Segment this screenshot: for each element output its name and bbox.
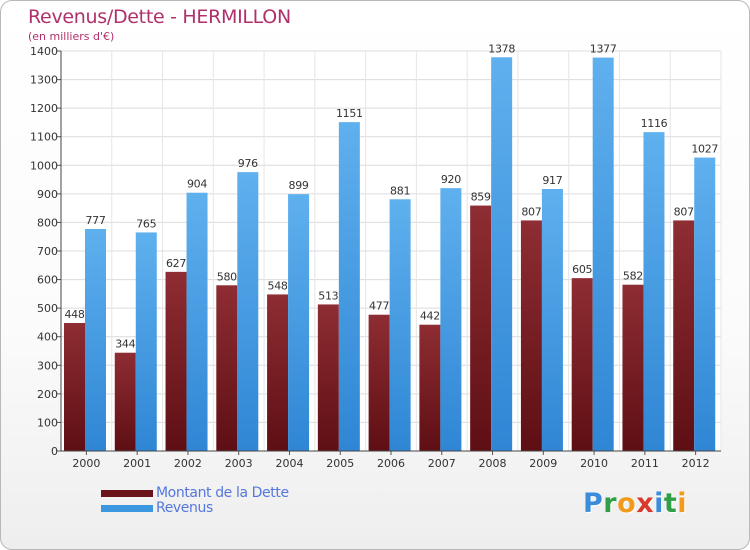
y-tick-label-300: 300 [37,359,58,372]
x-tick-label-2007: 2007 [428,457,456,470]
logo-letter: t [663,488,678,519]
bar-dette-2008 [470,205,492,451]
data-label-revenus-2000: 777 [85,214,105,227]
data-label-dette-2011: 582 [623,270,643,283]
bar-dette-2010 [571,278,593,451]
x-tick-label-2005: 2005 [326,457,354,470]
logo-letter: x [636,488,655,519]
bar-revenus-2000 [85,229,106,451]
x-tick-label-2003: 2003 [225,457,253,470]
axis-layer: 0 100 200 300 400 500 600 700 800 900 1000 1100 1200… [30,45,721,470]
data-label-dette-2002: 627 [166,257,186,270]
y-tick-label-600: 600 [37,274,58,287]
data-label-dette-2005: 513 [318,289,338,302]
x-tick-label-2011: 2011 [631,457,659,470]
bars-layer [64,57,716,452]
data-label-revenus-2002: 904 [187,178,207,191]
data-label-revenus-2009: 917 [542,174,562,187]
logo-letter: P [583,488,604,519]
data-label-revenus-2011: 1116 [641,117,668,130]
x-tick-label-2001: 2001 [123,457,151,470]
data-label-dette-2004: 548 [268,279,288,292]
legend-swatch-dette [101,490,153,497]
y-tick-label-1000: 1000 [30,159,58,172]
x-tick-label-2009: 2009 [529,457,557,470]
bar-dette-2009 [520,220,542,451]
logo-letter: i [654,488,664,519]
y-tick-label-1300: 1300 [30,74,58,87]
logo-letter: i [677,488,688,519]
x-tick-label-2000: 2000 [72,457,100,470]
bar-revenus-2010 [592,57,614,451]
proxiti-logo: Proxiti [583,488,687,519]
bar-revenus-2006 [389,199,411,451]
data-label-dette-2007: 442 [420,310,440,323]
data-label-dette-2009: 807 [521,205,541,218]
bar-dette-2012 [673,220,695,451]
data-label-revenus-2010: 1377 [590,43,617,56]
bar-revenus-2011 [643,132,665,451]
y-tick-label-1200: 1200 [30,102,58,115]
bar-revenus-2008 [491,57,513,452]
bar-revenus-2009 [541,189,563,451]
x-tick-label-2008: 2008 [479,457,507,470]
bar-dette-2001 [114,352,136,451]
y-tick-label-800: 800 [37,216,58,229]
logo-letter: o [617,488,637,519]
bar-dette-2002 [165,271,187,451]
logo-letter: r [603,488,618,519]
x-tick-label-2010: 2010 [580,457,608,470]
data-label-revenus-2008: 1378 [488,42,515,55]
bar-dette-2005 [317,304,339,451]
y-tick-label-1400: 1400 [30,45,58,58]
data-label-revenus-2005: 1151 [336,107,363,120]
y-tick-label-900: 900 [37,188,58,201]
data-label-revenus-2001: 765 [136,217,156,230]
bar-dette-2006 [368,314,390,451]
data-label-revenus-2007: 920 [441,173,461,186]
bar-revenus-2012 [694,157,716,452]
y-tick-label-100: 100 [37,416,58,429]
bar-revenus-2007 [440,188,462,451]
data-label-dette-2006: 477 [369,300,389,313]
bar-revenus-2002 [186,192,208,451]
y-tick-label-200: 200 [37,388,58,401]
labels-layer: 448 777 344 765 627 904 580 976 548 899 513 1151 477… [64,42,718,350]
data-label-dette-2012: 807 [674,205,694,218]
bar-dette-2004 [267,294,289,451]
data-label-dette-2003: 580 [217,270,237,283]
x-tick-label-2004: 2004 [275,457,303,470]
data-label-dette-2001: 344 [115,338,135,351]
data-label-revenus-2003: 976 [238,157,258,170]
y-tick-label-1100: 1100 [30,131,58,144]
bar-dette-2003 [216,285,238,451]
y-tick-label-700: 700 [37,245,58,258]
data-label-dette-2008: 859 [471,191,491,204]
x-tick-label-2006: 2006 [377,457,405,470]
bar-revenus-2005 [338,122,360,452]
y-tick-label-0: 0 [51,445,58,458]
bar-dette-2000 [64,323,85,451]
chart-subtitle: (en milliers d'€) [28,30,115,43]
x-tick-label-2012: 2012 [682,457,710,470]
data-label-dette-2010: 605 [572,263,592,276]
data-label-revenus-2004: 899 [289,179,309,192]
data-label-revenus-2012: 1027 [691,143,718,156]
y-tick-label-500: 500 [37,302,58,315]
legend-swatch-revenus [101,505,153,512]
data-label-revenus-2006: 881 [390,184,410,197]
chart-title: Revenus/Dette - HERMILLON [28,6,291,28]
data-label-dette-2000: 448 [64,308,84,321]
bar-revenus-2001 [135,232,157,451]
bar-revenus-2003 [237,172,259,451]
legend-label-dette: Montant de la Dette [156,485,289,501]
bar-revenus-2004 [288,194,310,451]
y-tick-label-400: 400 [37,331,58,344]
bar-dette-2007 [419,324,441,451]
bar-dette-2011 [622,284,644,451]
legend-label-revenus: Revenus [156,500,213,516]
x-tick-label-2002: 2002 [174,457,202,470]
